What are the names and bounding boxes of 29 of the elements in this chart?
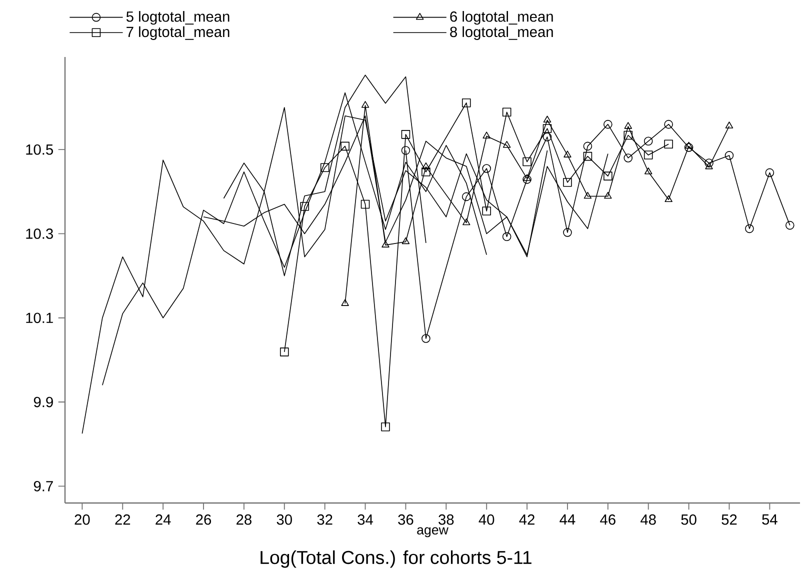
x-tick-label: 48	[640, 514, 656, 525]
y-tick-label: 9.7	[34, 480, 53, 492]
y-tick-label: 10.1	[26, 312, 53, 324]
x-tick-label: 24	[156, 514, 171, 525]
x-tick-label: 50	[681, 514, 696, 525]
x-tick-label: 42	[519, 514, 534, 525]
y-tick-label: 10.3	[26, 228, 53, 239]
x-tick-label: 28	[236, 514, 252, 525]
legend-label: 7 logtotal_mean	[126, 26, 230, 40]
x-tick-label: 22	[115, 514, 130, 525]
x-tick-label: 44	[560, 514, 576, 524]
x-tick-label: 54	[762, 514, 778, 525]
y-tick-label: 9.9	[34, 396, 53, 408]
y-tick-label: 10.5	[26, 144, 53, 155]
x-tick-label: 30	[276, 514, 292, 525]
x-tick-label: 40	[478, 514, 494, 525]
x-tick-label: 38	[438, 514, 454, 525]
legend-label: 6 logtotal_mean	[450, 11, 553, 25]
legend-label: 5 logtotal_mean	[126, 11, 230, 25]
x-tick-label: 46	[600, 514, 616, 525]
x-axis-title: agew	[417, 527, 448, 538]
x-tick-label: 34	[358, 514, 373, 525]
text: Log(Total Cons.) for cohorts 5-11	[260, 550, 532, 568]
x-tick-label: 32	[317, 514, 332, 525]
x-tick-label: 52	[722, 514, 737, 525]
x-tick-label: 36	[398, 514, 414, 525]
x-tick-label: 20	[74, 514, 90, 525]
x-tick-label: 26	[196, 514, 212, 525]
legend-label: 8 logtotal_mean	[450, 26, 553, 40]
